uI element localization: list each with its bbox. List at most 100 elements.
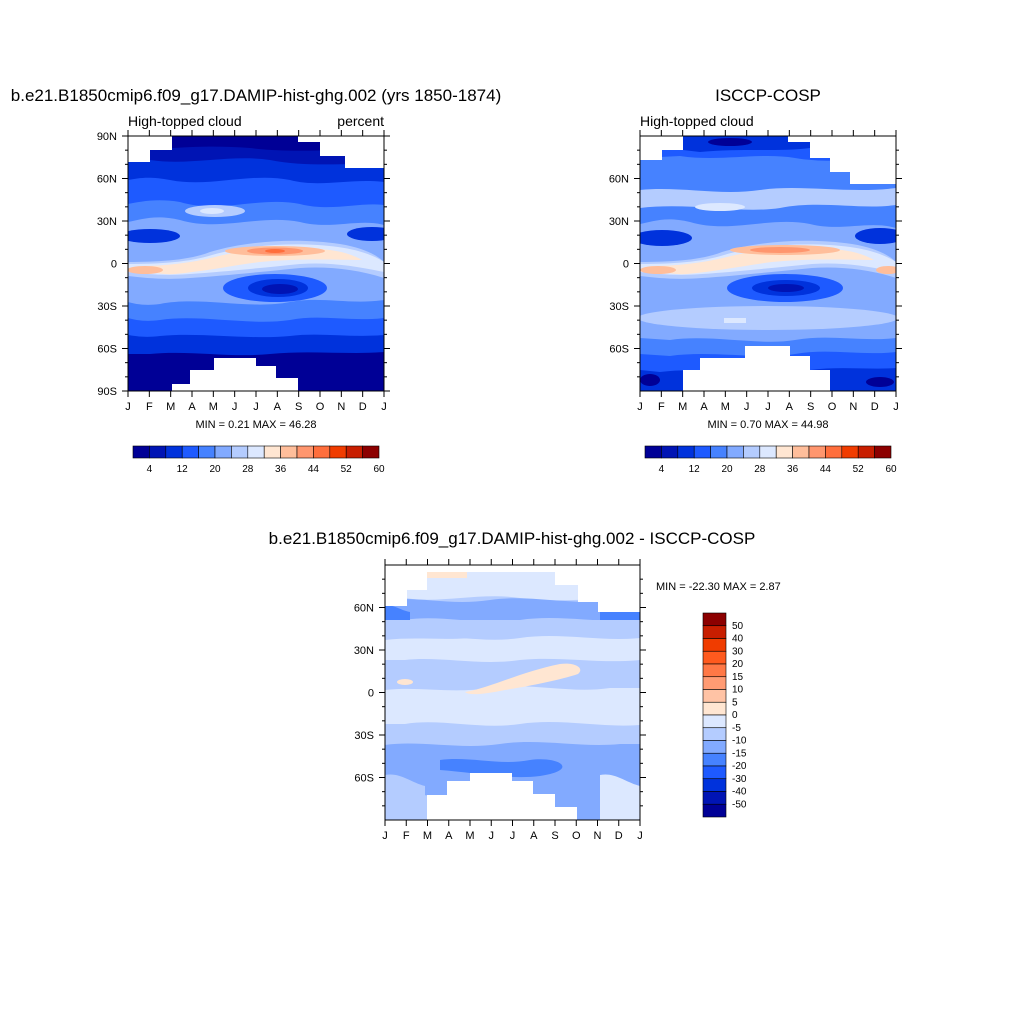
x-tick-label: M	[166, 401, 175, 413]
colorbar-swatch	[644, 445, 662, 459]
contour-field	[128, 136, 384, 391]
contour-sh-subtropic-min	[768, 284, 804, 292]
colorbar-swatch	[661, 445, 679, 459]
x-tick-label: J	[232, 401, 238, 413]
missing-data-north	[640, 136, 896, 184]
x-tick-label: M	[423, 830, 432, 842]
x-tick-label: J	[637, 830, 643, 842]
colorbar-label: 12	[689, 464, 701, 475]
colorbar-swatch	[702, 676, 727, 690]
colorbar-label: 12	[177, 464, 189, 475]
contour-band-n-blue	[385, 598, 640, 622]
min-max-stats: MIN = 0.21 MAX = 46.28	[195, 419, 316, 431]
colorbar-label: 36	[275, 464, 287, 475]
colorbar-swatch	[296, 445, 314, 459]
colorbar-swatch	[702, 663, 727, 678]
colorbar-label: -15	[732, 748, 747, 759]
x-tick-label: S	[551, 830, 558, 842]
missing-data-north-cap	[427, 565, 555, 572]
x-tick-label: F	[658, 401, 665, 413]
contour-n-cap-positive	[427, 572, 467, 578]
x-tick-label: J	[382, 830, 388, 842]
contour-band-eq-pale	[385, 686, 640, 726]
panel-difference: b.e21.B1850cmip6.f09_g17.DAMIP-hist-ghg.…	[269, 529, 781, 842]
colorbar-swatch	[792, 445, 810, 459]
x-tick-label: J	[765, 401, 771, 413]
y-tick-label: 30N	[609, 216, 629, 228]
colorbar-label: 5	[732, 697, 738, 708]
contour-sh-subtropic-min	[262, 284, 298, 294]
colorbar-label: 4	[659, 464, 665, 475]
x-tick-label: N	[594, 830, 602, 842]
colorbar-swatch	[165, 445, 183, 459]
y-tick-label: 60S	[97, 344, 117, 356]
colorbar-label: 10	[732, 685, 744, 696]
y-tick-label: 60N	[609, 174, 629, 186]
contour-nh-pale-patch	[200, 208, 224, 214]
contour-s-cap-core-w	[640, 374, 660, 386]
colorbar-swatch	[825, 445, 843, 459]
contour-sh-band	[640, 306, 896, 330]
colorbar-swatch	[702, 701, 727, 716]
contour-eq-positive-w	[397, 679, 413, 685]
colorbar-swatch	[702, 727, 727, 741]
y-tick-label: 60S	[609, 344, 629, 356]
contour-field	[640, 136, 896, 391]
x-tick-label: M	[209, 401, 218, 413]
contour-band-mid-pale	[385, 634, 640, 662]
colorbar-label: 20	[732, 659, 744, 670]
min-max-stats: MIN = -22.30 MAX = 2.87	[656, 581, 781, 593]
colorbar-swatch	[132, 445, 150, 459]
x-tick-label: A	[530, 830, 538, 842]
colorbar-label: 44	[308, 464, 320, 475]
colorbar-swatch	[149, 445, 167, 459]
colorbar-label: -20	[732, 761, 747, 772]
colorbar-swatch	[702, 625, 727, 639]
colorbar-label: 28	[242, 464, 254, 475]
colorbar-label: 60	[373, 464, 385, 475]
contour-nh-pale-patch	[695, 203, 745, 211]
colorbar-swatch	[693, 445, 711, 459]
panel-units-label: percent	[337, 113, 384, 129]
colorbar-label: -10	[732, 736, 747, 747]
panel-title: b.e21.B1850cmip6.f09_g17.DAMIP-hist-ghg.…	[269, 529, 756, 548]
contour-itcz-inner	[650, 248, 874, 275]
y-tick-label: 30N	[354, 645, 374, 657]
y-tick-label: 0	[623, 259, 629, 271]
colorbar-label: -5	[732, 723, 741, 734]
colorbar-label: 0	[732, 710, 738, 721]
x-tick-label: M	[465, 830, 474, 842]
colorbar-swatch	[181, 445, 199, 459]
contour-subtropic-low-w	[128, 229, 180, 243]
missing-data-south	[427, 773, 577, 820]
axes: 60N 30N 0 30S 60S J F M A M J J A S O N D J	[609, 130, 902, 413]
x-tick-label: A	[786, 401, 794, 413]
colorbar-label: -30	[732, 774, 747, 785]
y-tick-label: 60N	[354, 603, 374, 615]
colorbar-swatch	[214, 445, 232, 459]
contour-sh-sliver	[724, 318, 746, 323]
contour-subtropic-low-e	[855, 228, 896, 244]
x-tick-label: J	[744, 401, 750, 413]
colorbar-label: -40	[732, 787, 747, 798]
colorbar-swatch	[702, 752, 727, 767]
x-tick-label: F	[146, 401, 153, 413]
x-tick-label: J	[489, 830, 495, 842]
colorbar-label: 28	[754, 464, 766, 475]
y-tick-label: 0	[111, 259, 117, 271]
contour-field	[385, 565, 640, 820]
colorbar-label: 52	[341, 464, 353, 475]
x-tick-label: J	[510, 830, 516, 842]
colorbar-swatch	[808, 445, 826, 459]
contour-band-s-strong	[440, 759, 563, 778]
colorbar-horizontal: 4 12 20 28 36 44 52 60	[644, 445, 897, 475]
y-tick-label: 60N	[97, 174, 117, 186]
colorbar-label: 36	[787, 464, 799, 475]
colorbar-swatch	[702, 791, 727, 805]
colorbar-swatch	[702, 740, 727, 754]
contour-itcz-west	[640, 266, 676, 274]
missing-data-north	[128, 136, 384, 168]
colorbar-swatch	[702, 638, 727, 652]
x-tick-label: S	[295, 401, 302, 413]
